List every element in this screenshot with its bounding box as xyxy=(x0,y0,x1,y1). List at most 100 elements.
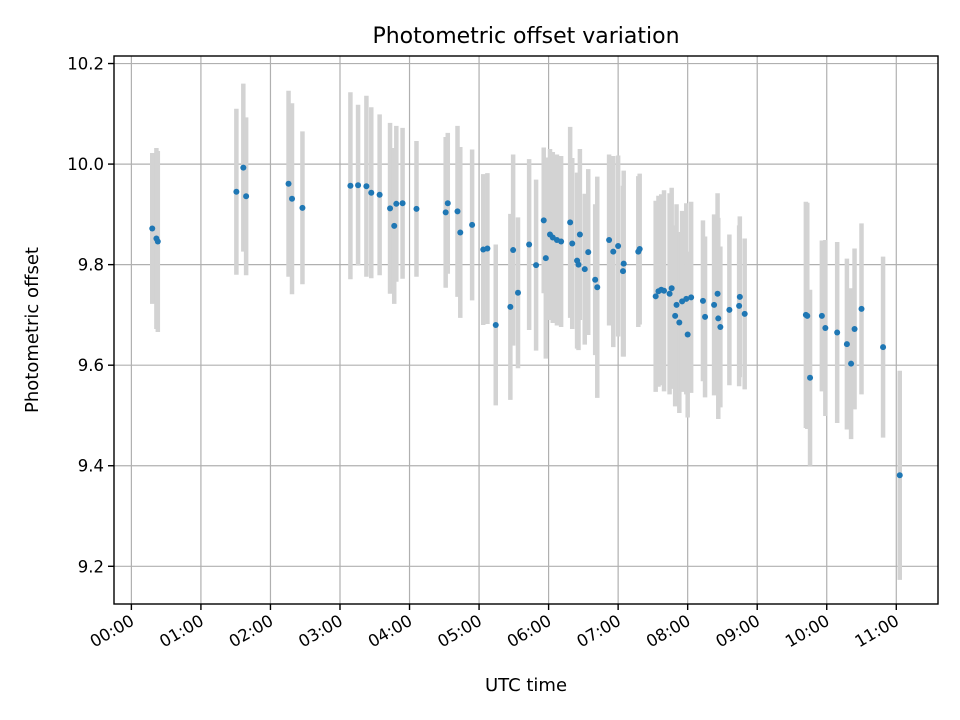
data-point xyxy=(683,295,690,302)
data-point xyxy=(714,290,721,297)
data-point xyxy=(594,284,601,291)
data-point xyxy=(715,315,722,322)
data-point xyxy=(711,301,718,308)
data-point xyxy=(507,303,514,310)
data-point xyxy=(896,472,903,479)
y-tick-label: 9.4 xyxy=(78,457,104,476)
data-point xyxy=(673,301,680,308)
y-tick-labels: 9.2 9.4 9.6 9.8 10.0 10.2 xyxy=(67,55,104,577)
data-point xyxy=(702,313,709,320)
data-point xyxy=(576,231,583,238)
data-point xyxy=(492,321,499,328)
data-point xyxy=(851,325,858,332)
data-point xyxy=(363,183,370,190)
axis-ticks xyxy=(108,62,897,610)
plot-frame xyxy=(113,55,939,605)
y-tick-label: 10.2 xyxy=(67,55,104,74)
x-tick-labels: 00:00 01:00 02:00 03:00 04:00 05:00 06:00 07:00… xyxy=(87,611,903,651)
data-point xyxy=(469,221,476,228)
data-point xyxy=(610,248,617,255)
data-point xyxy=(666,290,673,297)
error-bars xyxy=(149,83,903,580)
data-point xyxy=(668,285,675,292)
data-point xyxy=(606,237,613,244)
data-point xyxy=(567,219,574,226)
data-point xyxy=(154,238,161,245)
data-point xyxy=(510,247,517,254)
data-point xyxy=(615,243,622,250)
data-point xyxy=(376,191,383,198)
x-tick-label: 05:00 xyxy=(434,611,485,651)
data-point xyxy=(558,238,565,245)
data-point xyxy=(285,180,292,187)
data-point xyxy=(542,255,549,262)
data-point xyxy=(717,323,724,330)
data-point xyxy=(444,200,451,207)
data-point xyxy=(676,319,683,326)
data-point xyxy=(592,276,599,283)
data-point xyxy=(818,312,825,319)
y-axis-label: Photometric offset xyxy=(22,247,43,413)
data-point xyxy=(822,324,829,331)
data-point xyxy=(804,312,811,319)
data-point xyxy=(526,241,533,248)
data-point xyxy=(652,293,659,300)
data-point xyxy=(289,195,296,202)
data-point xyxy=(736,293,743,300)
x-tick-label: 10:00 xyxy=(782,611,833,651)
data-point xyxy=(233,188,240,195)
data-points xyxy=(149,164,903,479)
x-tick-label: 03:00 xyxy=(295,611,346,651)
y-tick-label: 9.2 xyxy=(78,557,104,576)
data-point xyxy=(533,262,540,269)
data-point xyxy=(457,229,464,236)
x-tick-label: 04:00 xyxy=(365,611,416,651)
data-point xyxy=(684,331,691,338)
data-point xyxy=(843,341,850,348)
x-tick-label: 09:00 xyxy=(713,611,764,651)
data-point xyxy=(368,189,375,196)
data-point xyxy=(484,245,491,252)
data-point xyxy=(149,225,156,232)
y-tick-label: 9.8 xyxy=(78,256,104,275)
y-tick-label: 9.6 xyxy=(78,356,104,375)
data-point xyxy=(858,305,865,312)
data-point xyxy=(540,217,547,224)
data-point xyxy=(575,261,582,268)
data-point xyxy=(620,260,627,267)
data-point xyxy=(387,205,394,212)
x-tick-label: 01:00 xyxy=(156,611,207,651)
data-point xyxy=(581,266,588,273)
data-point xyxy=(726,306,733,313)
data-point xyxy=(636,246,643,253)
x-tick-label: 00:00 xyxy=(87,611,138,651)
x-tick-label: 08:00 xyxy=(643,611,694,651)
data-point xyxy=(880,344,887,351)
data-point xyxy=(393,200,400,207)
data-point xyxy=(585,249,592,256)
data-point xyxy=(355,182,362,189)
data-point xyxy=(699,297,706,304)
chart-title: Photometric offset variation xyxy=(372,24,679,49)
data-point xyxy=(442,209,449,216)
grid-lines xyxy=(114,56,938,604)
y-tick-label: 10.0 xyxy=(67,155,104,174)
data-point xyxy=(741,310,748,317)
data-point xyxy=(515,289,522,296)
data-point xyxy=(736,302,743,309)
x-tick-label: 02:00 xyxy=(226,611,277,651)
data-point xyxy=(834,329,841,336)
data-point xyxy=(243,193,250,200)
x-axis-label: UTC time xyxy=(485,675,567,696)
data-point xyxy=(807,374,814,381)
data-point xyxy=(672,312,679,319)
data-point xyxy=(299,204,306,211)
data-point xyxy=(454,208,461,215)
data-point xyxy=(620,268,627,275)
data-point xyxy=(391,222,398,229)
data-point xyxy=(347,182,354,189)
data-point xyxy=(569,240,576,247)
x-tick-label: 11:00 xyxy=(852,611,903,651)
data-point xyxy=(240,164,247,171)
